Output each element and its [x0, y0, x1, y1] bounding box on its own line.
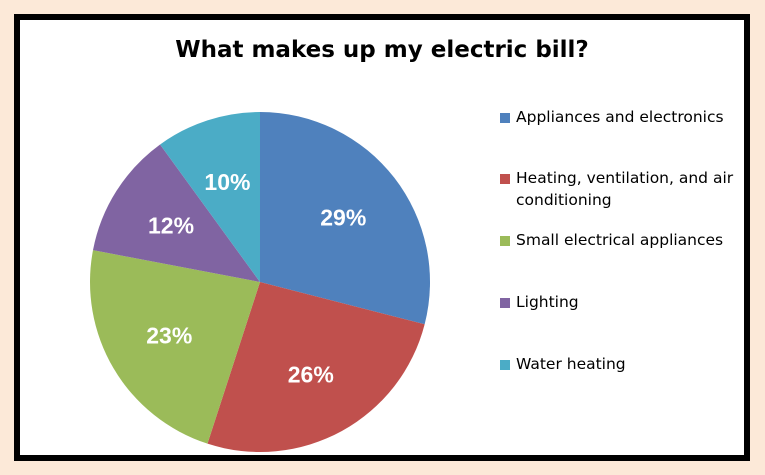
legend: Appliances and electronics Heating, vent… — [500, 20, 744, 455]
pie-slice-lighting — [93, 144, 260, 282]
pie-slice-water-heating — [160, 112, 260, 282]
pie-slice-heating-ventilation-and-air-conditioning — [207, 282, 425, 452]
pie-label-heating-ventilation-and-air-conditioning: 26% — [288, 361, 334, 387]
pie-label-small-electrical-appliances: 23% — [146, 323, 192, 349]
chart-area: What makes up my electric bill? 29% 26% 23… — [20, 20, 744, 455]
legend-label: Heating, ventilation, and air conditioni… — [516, 169, 734, 209]
legend-label: Small electrical appliances — [516, 231, 724, 249]
legend-label: Water heating — [516, 355, 626, 373]
pie-labels: 29% 26% 23% 12% 10% — [146, 169, 366, 388]
legend-swatch — [500, 360, 510, 370]
legend-label: Appliances and electronics — [516, 108, 724, 126]
legend-swatch — [500, 298, 510, 308]
pie-chart: 29% 26% 23% 12% 10% — [89, 112, 431, 452]
chart-title: What makes up my electric bill? — [175, 37, 589, 63]
pie-label-appliances-and-electronics: 29% — [320, 204, 366, 230]
legend-swatch — [500, 174, 510, 184]
pie-slice-small-electrical-appliances — [89, 250, 260, 444]
chart-frame: What makes up my electric bill? 29% 26% 23… — [14, 14, 750, 461]
pie-label-water-heating: 10% — [204, 169, 250, 195]
legend-swatch — [500, 236, 510, 246]
pie-label-lighting: 12% — [148, 213, 194, 239]
legend-swatch — [500, 113, 510, 123]
pie-slices — [89, 112, 431, 452]
legend-label: Lighting — [516, 293, 579, 311]
pie-slice-appliances-and-electronics — [260, 112, 431, 325]
